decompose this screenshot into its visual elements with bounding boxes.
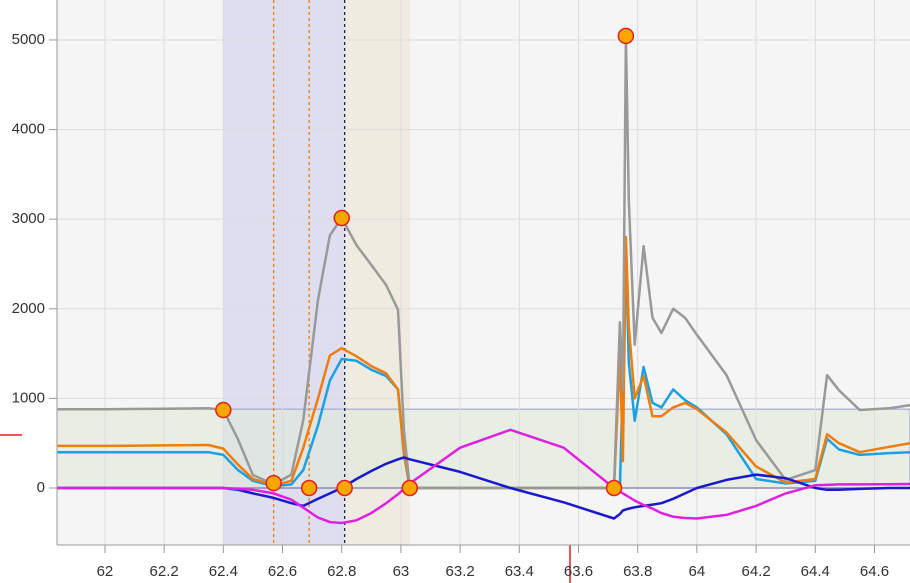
series-line [57,456,910,520]
marker [215,401,232,419]
y-tick-label: 5000 [12,31,45,48]
x-tick-label: 63.2 [446,563,475,580]
marker [265,474,282,492]
x-tick-label: 63.8 [623,563,652,580]
x-tick-label: 63 [393,563,410,580]
y-tick-label: 1000 [12,389,45,406]
series-line [57,428,910,525]
marker [336,479,353,497]
y-tick-label: 0 [37,479,45,496]
x-tick-label: 64.6 [860,563,889,580]
x-tick-label: 64.4 [801,563,830,580]
x-tick-label: 62.8 [327,563,356,580]
y-tick-label: 2000 [12,300,45,317]
x-tick-label: 63.4 [505,563,534,580]
marker [617,27,635,45]
x-tick-label: 62.4 [209,563,238,580]
marker [333,209,350,227]
marker [605,479,623,497]
y-tick-label: 4000 [12,121,45,138]
x-tick-label: 62 [97,563,114,580]
marker [300,479,318,497]
x-tick-label: 63.6 [564,563,593,580]
y-tick-label: 3000 [12,210,45,227]
marker [401,479,419,497]
x-tick-label: 64 [689,563,706,580]
x-tick-label: 62.2 [150,563,179,580]
x-tick-label: 64.2 [741,563,770,580]
x-tick-label: 62.6 [268,563,297,580]
